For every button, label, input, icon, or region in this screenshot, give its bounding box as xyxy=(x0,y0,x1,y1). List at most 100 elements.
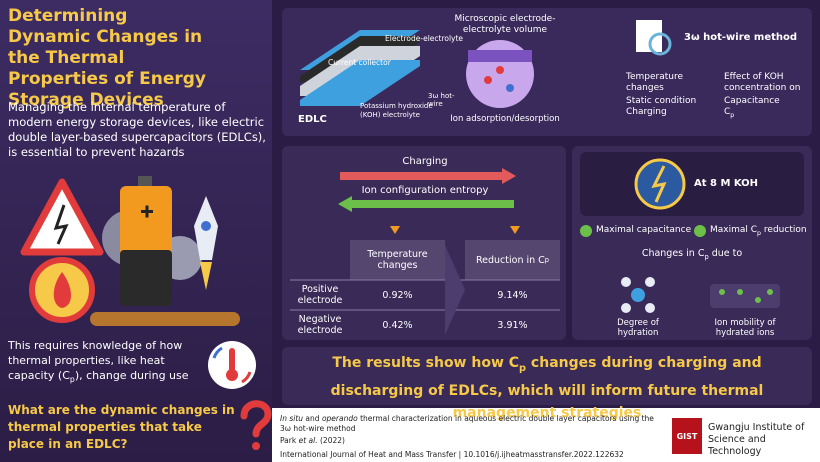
heading: Effect of KOH concentration on xyxy=(724,72,801,93)
item: Capacitance xyxy=(724,96,780,106)
label: Electrode-electrolyte xyxy=(385,34,464,43)
shape xyxy=(621,277,631,287)
charging-label: Charging xyxy=(402,156,448,167)
down-arrow xyxy=(390,226,400,234)
label: Potassium hydroxide (KOH) electrolyte xyxy=(360,102,433,119)
check: Maximal Cp reduction xyxy=(710,225,807,237)
battery-base xyxy=(120,250,172,306)
subscript: p xyxy=(730,111,735,119)
changes-title: Changes in Cp due to xyxy=(572,248,812,261)
text: This requires knowledge of how thermal p… xyxy=(8,339,183,382)
check: Maximal capacitance xyxy=(596,225,692,235)
thermometer xyxy=(229,348,235,372)
logo-mark: GIST xyxy=(676,431,698,441)
shape xyxy=(719,289,725,295)
row-label: Negative electrode xyxy=(297,314,343,336)
question: What are the dynamic changes in thermal … xyxy=(8,403,235,451)
text: et al. xyxy=(298,436,318,445)
chevron xyxy=(445,245,465,335)
text: reduction xyxy=(761,225,807,235)
micro-caption: Ion adsorption/desorption xyxy=(450,114,560,124)
magnifier-icon xyxy=(648,32,672,56)
text: and xyxy=(303,414,322,423)
method-column: Effect of KOH concentration on Capacitan… xyxy=(724,72,810,121)
citation: In situ and operando thermal characteriz… xyxy=(280,414,660,460)
intro: Managing the internal temperature of mod… xyxy=(8,100,266,159)
text: operando xyxy=(321,414,358,423)
down-arrow xyxy=(510,226,520,234)
item: Static condition xyxy=(626,96,697,106)
shape xyxy=(645,277,655,287)
logo-name: Gwangju Institute of Science and Technol… xyxy=(708,422,805,457)
koh-label: At 8 M KOH xyxy=(694,178,759,189)
subscript: p xyxy=(519,362,527,374)
text: In situ xyxy=(280,414,304,423)
text: due to xyxy=(708,248,743,259)
micro-title: Microscopic electrode-electrolyte volume xyxy=(454,14,556,35)
arrow-icon xyxy=(241,371,252,384)
check-icon xyxy=(580,225,592,237)
method-column: Temperature changes Static condition Cha… xyxy=(626,72,716,118)
shape xyxy=(710,284,780,308)
battery-cap xyxy=(138,176,152,186)
table-header xyxy=(350,240,445,280)
question-icon-dot xyxy=(252,442,260,450)
text: (2022) xyxy=(317,436,345,445)
heading: Temperature changes xyxy=(626,72,684,93)
bolt-icon xyxy=(53,204,69,245)
text: ), change during use xyxy=(74,369,189,382)
journal: International Journal of Heat and Mass T… xyxy=(280,450,624,459)
plus-sign xyxy=(145,205,149,218)
subscript: p xyxy=(757,229,762,237)
process-panel xyxy=(282,146,566,340)
text: C xyxy=(724,107,731,117)
method-title: 3ω hot-wire method xyxy=(684,32,798,43)
question-icon xyxy=(240,400,272,438)
cell: 0.42% xyxy=(382,319,413,331)
result: The results show how Cp changes during c… xyxy=(290,352,804,424)
result-panel xyxy=(282,347,812,405)
check-icon xyxy=(694,225,706,237)
shape xyxy=(645,303,655,313)
text: Changes in C xyxy=(641,248,705,259)
text: Reduction in C xyxy=(475,254,545,266)
arrowhead xyxy=(502,168,516,184)
citation-title: In situ and operando thermal characteriz… xyxy=(280,414,660,434)
arrowhead xyxy=(338,196,352,212)
text: thermal characterization in aqueous elec… xyxy=(280,414,654,433)
thermometer-bulb xyxy=(226,369,238,381)
mobility-icon xyxy=(710,284,780,308)
label: Current collector xyxy=(328,58,391,67)
subscript: p xyxy=(544,256,550,264)
authors: Park et al. (2022) xyxy=(280,436,660,446)
shape xyxy=(621,303,631,313)
requirement: This requires knowledge of how thermal p… xyxy=(8,338,208,387)
footer xyxy=(272,408,820,462)
cell: 9.14% xyxy=(497,289,528,301)
item: Charging xyxy=(626,107,667,117)
text: Park xyxy=(280,436,299,445)
label: EDLC xyxy=(298,114,327,125)
cell: 3.91% xyxy=(497,319,528,331)
subscript: p xyxy=(69,375,75,385)
cause: Degree of hydration xyxy=(617,318,659,338)
electrode-surface xyxy=(468,50,532,62)
ion xyxy=(484,76,492,84)
arrow-icon xyxy=(212,346,223,359)
row-label: Positive electrode xyxy=(297,284,343,306)
current-collector xyxy=(300,60,420,106)
rocket-window xyxy=(201,221,211,231)
text: changes during charging and discharging … xyxy=(330,355,764,421)
warning-sign xyxy=(20,178,104,256)
shape xyxy=(737,289,743,295)
title: Determining Dynamic Changes in the Therm… xyxy=(8,6,206,110)
cell: 0.92% xyxy=(382,289,413,301)
flame xyxy=(53,272,71,308)
koh-box xyxy=(580,152,804,216)
text: International Journal of Heat and Mass T… xyxy=(280,450,457,459)
header-cell: Temperature changes xyxy=(367,249,428,271)
bolt-icon xyxy=(651,165,667,203)
shape xyxy=(767,289,773,295)
